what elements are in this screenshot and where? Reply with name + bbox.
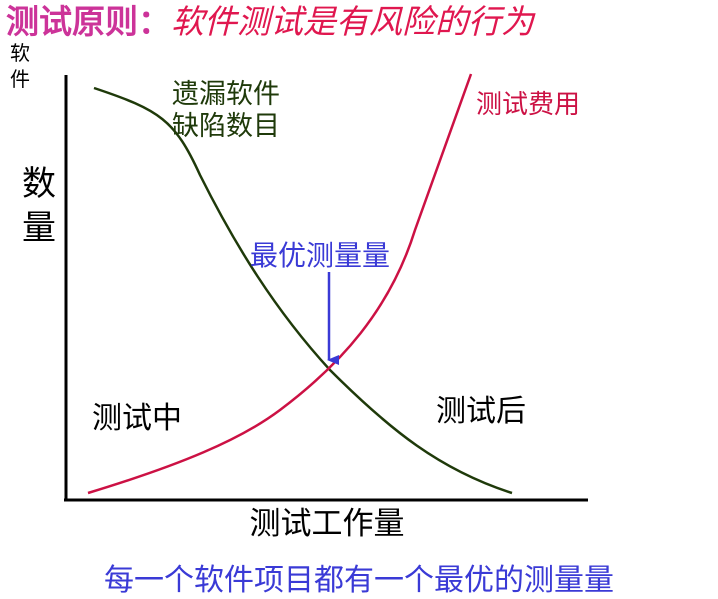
after-label: 测试后 bbox=[436, 394, 526, 429]
optimum-label: 最优测量量 bbox=[250, 239, 390, 272]
title-row: 测试原则：软件测试是有风险的行为 bbox=[6, 2, 534, 48]
cost-curve bbox=[87, 73, 473, 495]
x-axis-label: 测试工作量 bbox=[250, 506, 405, 542]
defects-curve bbox=[93, 86, 513, 495]
page-subtitle: 软件测试是有风险的行为 bbox=[171, 2, 534, 41]
during-label: 测试中 bbox=[92, 401, 182, 436]
page-title: 测试原则： bbox=[6, 2, 171, 41]
cost-label: 测试费用 bbox=[476, 90, 580, 120]
defects-label-line1: 遗漏软件 bbox=[172, 79, 280, 110]
y-axis-label-small: 软件 bbox=[10, 41, 30, 91]
y-axis-label-big: 数量 bbox=[22, 164, 56, 248]
footer-statement: 每一个软件项目都有一个最优的测量量 bbox=[104, 563, 614, 598]
defects-label-line2: 缺陷数目 bbox=[172, 111, 280, 142]
